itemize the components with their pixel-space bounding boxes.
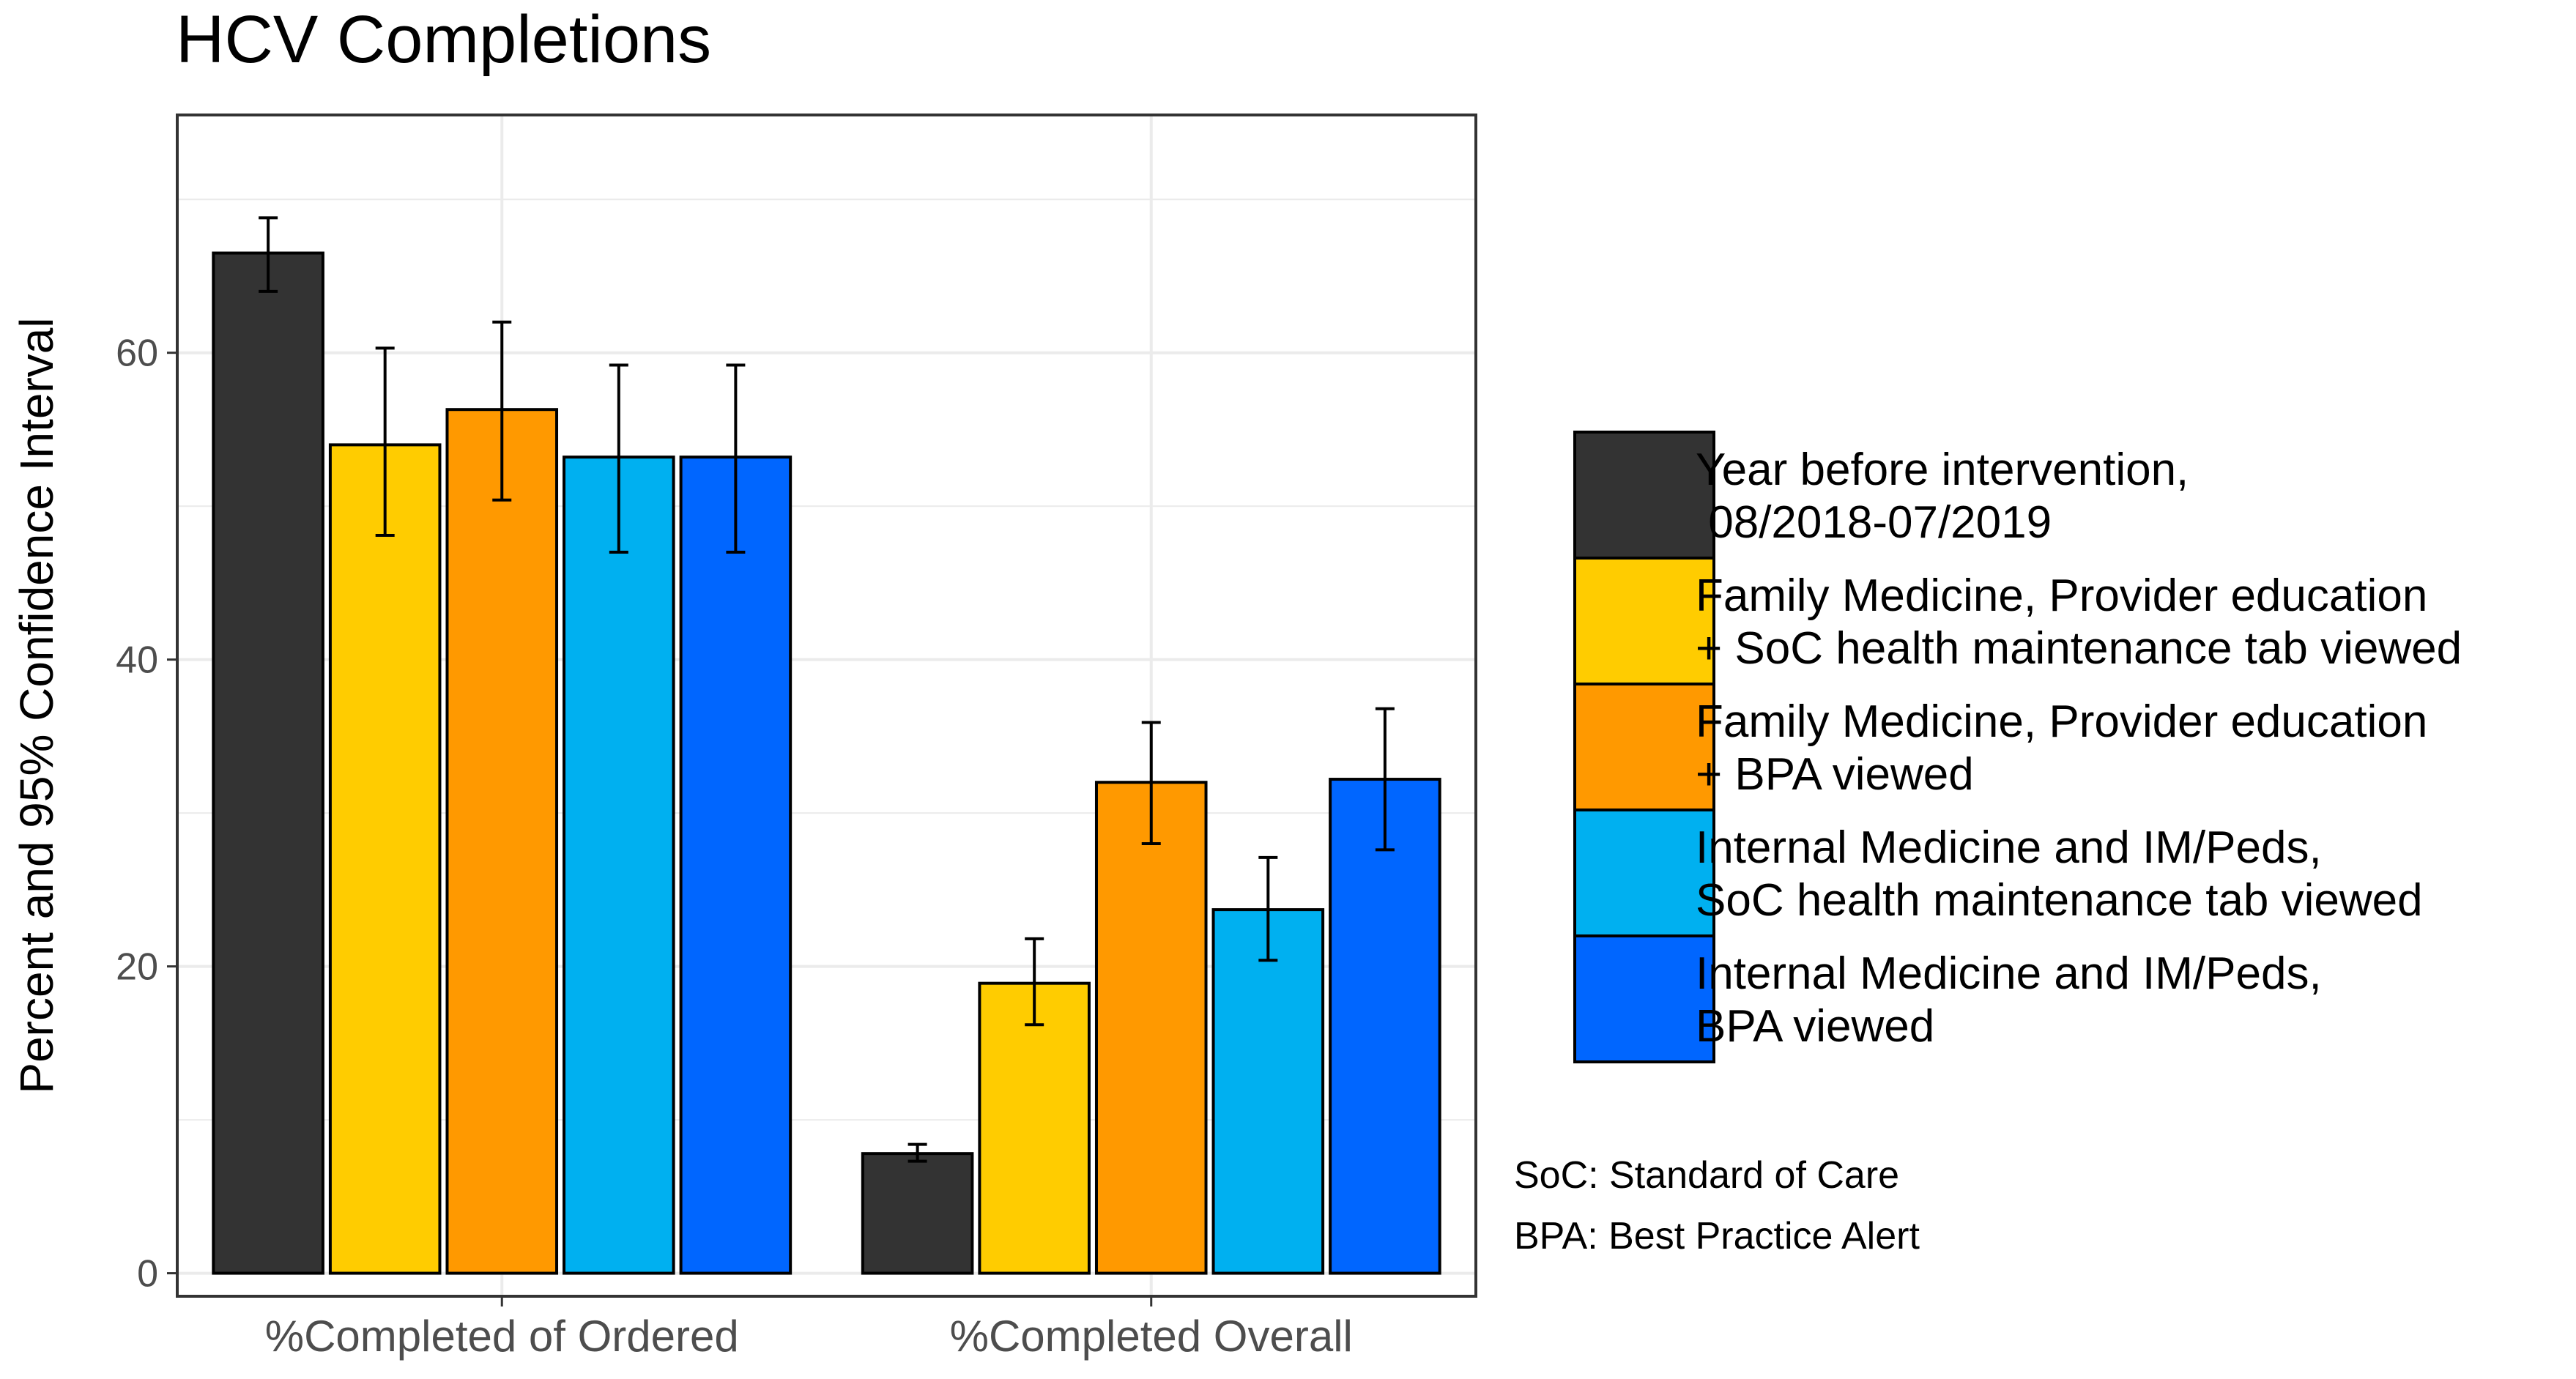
bar — [679, 456, 793, 1275]
bar — [1094, 781, 1208, 1275]
legend-label: Year before intervention, 08/2018-07/201… — [1696, 445, 2189, 548]
legend-label: Family Medicine, Provider education + SoC… — [1696, 570, 2462, 674]
y-tick-label: 40 — [116, 639, 158, 682]
annotation-bpa: BPA: Best Practice Alert — [1514, 1215, 1920, 1257]
y-tick-label: 60 — [116, 332, 158, 375]
legend-label: Internal Medicine and IM/Peds, SoC health… — [1696, 822, 2423, 926]
bar — [1211, 908, 1325, 1275]
legend-label: Internal Medicine and IM/Peds, BPA viewed — [1696, 948, 2322, 1052]
bar — [445, 408, 559, 1275]
bar — [212, 251, 324, 1275]
legend-key — [1573, 431, 1715, 560]
legend-key — [1573, 683, 1715, 811]
plot-border — [176, 114, 1477, 1298]
legend-key — [1573, 557, 1715, 685]
bar — [1329, 778, 1441, 1275]
legend-key — [1573, 934, 1715, 1063]
annotation-soc: SoC: Standard of Care — [1514, 1154, 1899, 1197]
x-tick-label: %Completed of Ordered — [265, 1312, 739, 1361]
bar — [861, 1152, 974, 1275]
legend-label: Family Medicine, Provider education + BPA… — [1696, 696, 2427, 800]
y-axis-label: Percent and 95% Confidence Interval — [10, 317, 63, 1093]
bar — [978, 981, 1091, 1275]
bar — [563, 456, 675, 1275]
chart-title: HCV Completions — [176, 2, 711, 77]
legend-key — [1573, 809, 1715, 937]
x-tick-label: %Completed Overall — [950, 1312, 1353, 1361]
y-tick-label: 20 — [116, 946, 158, 989]
bar — [328, 443, 442, 1275]
legend: Year before intervention, 08/2018-07/201… — [1573, 431, 2462, 1063]
y-tick-label: 0 — [137, 1253, 158, 1296]
plot-area: 0 20 40 60 %Completed of Ordered %Completed O… — [10, 114, 1477, 1361]
